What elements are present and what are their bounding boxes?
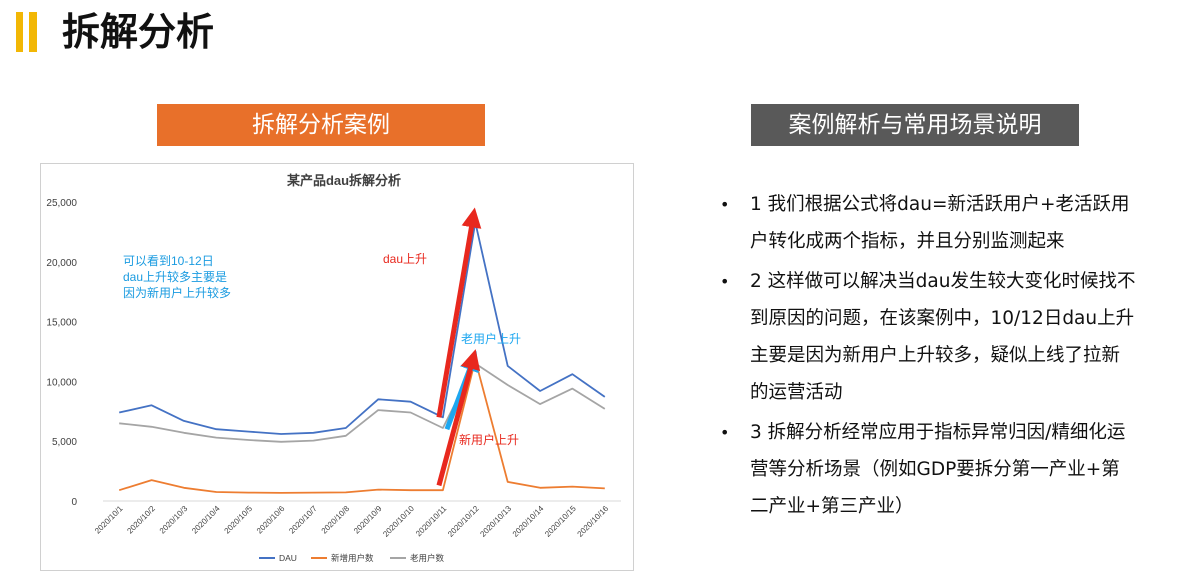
annotation-old-up: 老用户上升 [461,331,521,346]
dau-chart: 某产品dau拆解分析 25,000 20,000 15,000 10,000 5,000 0… [40,163,634,571]
x-tick-label: 2020/10/13 [478,504,513,539]
list-item: • 2 这样做可以解决当dau发生较大变化时候找不到原因的问题，在该案例中，10/… [716,263,1136,411]
x-tick-label: 2020/10/4 [190,504,222,536]
x-tick-label: 2020/10/11 [414,504,449,539]
annotation-new-up: 新用户上升 [459,432,519,447]
x-tick-label: 2020/10/6 [255,504,287,536]
x-tick-label: 2020/10/2 [125,504,157,536]
series-line-old-users [119,362,606,443]
annotation-note-line: dau上升较多主要是 [123,269,227,284]
x-tick-label: 2020/10/5 [223,504,255,536]
title-accent-bar [29,12,37,52]
y-tick-label: 10,000 [46,377,77,388]
x-tick-label: 2020/10/14 [511,504,546,539]
new-users-up-arrow [436,349,481,487]
annotation-note-line: 因为新用户上升较多 [123,285,231,300]
y-tick-label: 25,000 [46,198,77,209]
x-tick-label: 2020/10/8 [320,504,352,536]
x-tick-label: 2020/10/7 [287,504,319,536]
x-tick-label: 2020/10/15 [543,504,578,539]
chart-title: 某产品dau拆解分析 [286,173,401,188]
annotation-note-line: 可以看到10-12日 [123,254,214,268]
x-tick-label: 2020/10/3 [158,504,190,536]
bullet-icon: • [720,423,730,442]
explanation-banner: 案例解析与常用场景说明 [751,104,1079,146]
note-text: 1 我们根据公式将dau=新活跃用户+老活跃用户转化成两个指标，并且分别监测起来 [750,194,1130,252]
chart-canvas: 某产品dau拆解分析 25,000 20,000 15,000 10,000 5,000 0… [46,173,621,563]
y-tick-label: 15,000 [46,318,77,329]
series-line-dau [119,221,606,435]
x-tick-label: 2020/10/1 [93,504,125,536]
y-tick-label: 0 [71,497,77,508]
dau-up-arrow [436,207,482,418]
series-line-new-users [118,358,605,494]
bullet-icon: • [720,195,730,214]
list-item: • 1 我们根据公式将dau=新活跃用户+老活跃用户转化成两个指标，并且分别监测起… [716,186,1136,260]
legend-label: 新增用户数 [331,553,374,563]
title-accent-bar [16,12,23,52]
note-text: 3 拆解分析经常应用于指标异常归因/精细化运营等分析场景（例如GDP要拆分第一产… [750,422,1126,517]
x-tick-label: 2020/10/16 [576,504,611,539]
legend-label: 老用户数 [410,553,445,563]
y-tick-label: 5,000 [52,437,77,448]
page-title: 拆解分析 [62,10,215,54]
x-tick-label: 2020/10/9 [352,504,384,536]
annotation-dau-up: dau上升 [383,252,427,266]
x-tick-label: 2020/10/10 [381,504,416,539]
bullet-icon: • [720,272,730,291]
x-tick-label: 2020/10/12 [446,504,481,539]
list-item: • 3 拆解分析经常应用于指标异常归因/精细化运营等分析场景（例如GDP要拆分第一… [716,414,1136,525]
note-text: 2 这样做可以解决当dau发生较大变化时候找不到原因的问题，在该案例中，10/1… [750,271,1136,403]
legend-label: DAU [279,553,297,563]
explanation-list: • 1 我们根据公式将dau=新活跃用户+老活跃用户转化成两个指标，并且分别监测起… [716,186,1136,528]
case-banner: 拆解分析案例 [157,104,485,146]
y-tick-label: 20,000 [46,258,77,269]
